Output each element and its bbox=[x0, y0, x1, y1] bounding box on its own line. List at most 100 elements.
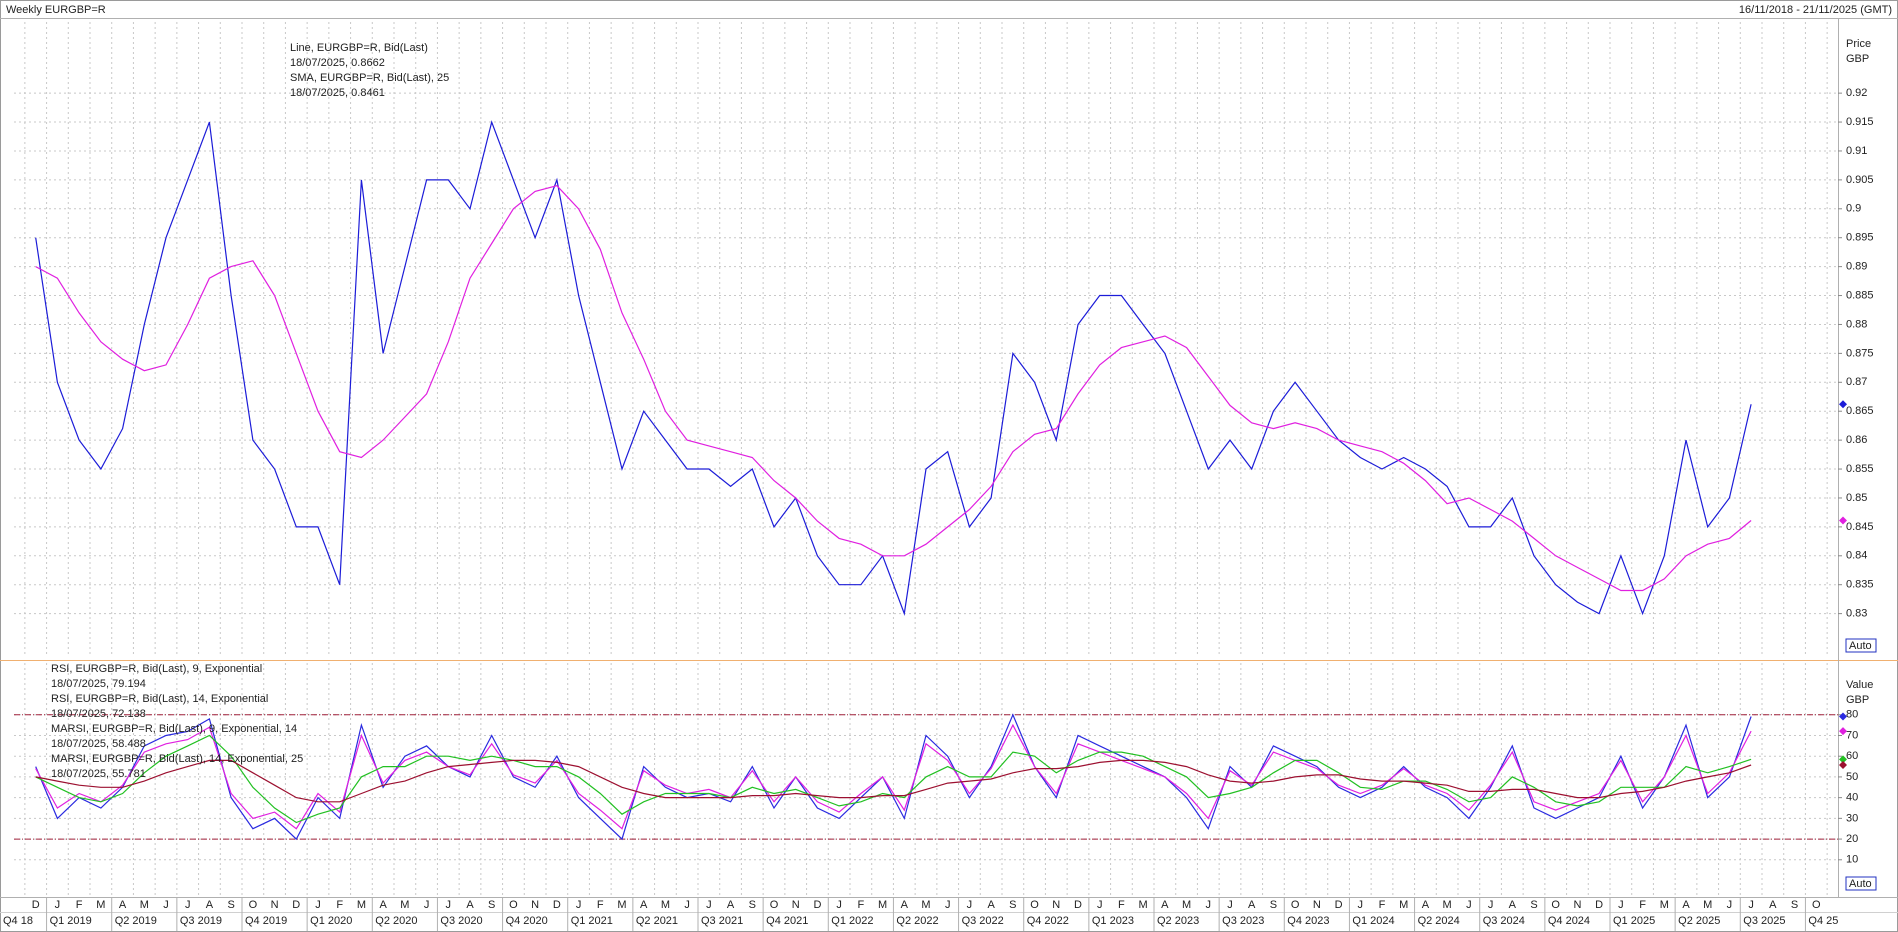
y-tick-label: 0.88 bbox=[1846, 318, 1867, 330]
y-tick-label: 0.84 bbox=[1846, 550, 1867, 562]
legend-name: MARSI, EURGBP=R, Bid(Last), 9, Exponenti… bbox=[51, 723, 297, 735]
x-tick-label: J bbox=[1618, 899, 1624, 911]
y-tick-label: 30 bbox=[1846, 812, 1858, 824]
x-tick-label: O bbox=[1551, 899, 1560, 911]
x-tick-label: J bbox=[576, 899, 582, 911]
x-tick-label: D bbox=[292, 899, 300, 911]
quarter-label: Q3 2019 bbox=[180, 915, 222, 927]
x-tick-label: O bbox=[249, 899, 258, 911]
x-tick-label: J bbox=[55, 899, 61, 911]
y-tick-label: 0.895 bbox=[1846, 232, 1874, 244]
x-tick-label: J bbox=[1748, 899, 1754, 911]
series-line bbox=[35, 185, 1752, 592]
x-tick-label: F bbox=[1118, 899, 1125, 911]
x-tick-label: N bbox=[531, 899, 539, 911]
x-tick-label: S bbox=[488, 899, 495, 911]
x-tick-label: A bbox=[1682, 899, 1690, 911]
quarter-label: Q1 2020 bbox=[310, 915, 352, 927]
x-tick-label: A bbox=[987, 899, 995, 911]
y-axis-label: Price bbox=[1846, 38, 1871, 50]
x-tick-label: O bbox=[770, 899, 779, 911]
x-tick-label: D bbox=[1335, 899, 1343, 911]
x-tick-label: M bbox=[661, 899, 670, 911]
x-tick-label: A bbox=[466, 899, 474, 911]
x-tick-label: D bbox=[553, 899, 561, 911]
x-tick-label: J bbox=[1466, 899, 1472, 911]
y-tick-label: 0.91 bbox=[1846, 145, 1867, 157]
x-tick-label: A bbox=[1769, 899, 1777, 911]
last-value-marker bbox=[1839, 400, 1847, 409]
last-value-marker bbox=[1839, 727, 1847, 736]
last-value-marker bbox=[1839, 760, 1847, 769]
quarter-label: Q4 25 bbox=[1808, 915, 1838, 927]
x-tick-label: M bbox=[617, 899, 626, 911]
x-tick-label: A bbox=[206, 899, 214, 911]
quarter-label: Q3 2024 bbox=[1483, 915, 1525, 927]
auto-button[interactable] bbox=[1845, 638, 1877, 653]
quarter-label: Q1 2019 bbox=[50, 915, 92, 927]
last-value-marker bbox=[1839, 755, 1847, 764]
x-tick-label: J bbox=[185, 899, 191, 911]
series-line bbox=[35, 120, 1752, 616]
legend-last: 18/07/2025, 0.8461 bbox=[290, 87, 385, 99]
x-tick-label: M bbox=[140, 899, 149, 911]
quarter-label: Q4 2020 bbox=[506, 915, 548, 927]
x-tick-label: D bbox=[32, 899, 40, 911]
x-tick-label: A bbox=[640, 899, 648, 911]
x-tick-label: M bbox=[921, 899, 930, 911]
x-tick-label: F bbox=[1379, 899, 1386, 911]
x-tick-label: J bbox=[1727, 899, 1733, 911]
quarter-label: Q3 2021 bbox=[701, 915, 743, 927]
quarter-label: Q1 2025 bbox=[1613, 915, 1655, 927]
quarter-label: Q2 2023 bbox=[1157, 915, 1199, 927]
x-tick-label: D bbox=[813, 899, 821, 911]
x-tick-label: J bbox=[1358, 899, 1364, 911]
x-tick-label: A bbox=[1248, 899, 1256, 911]
x-tick-label: A bbox=[727, 899, 735, 911]
x-tick-label: J bbox=[424, 899, 430, 911]
x-tick-label: J bbox=[1206, 899, 1212, 911]
x-tick-label: F bbox=[857, 899, 864, 911]
x-tick-label: N bbox=[792, 899, 800, 911]
y-tick-label: 80 bbox=[1846, 709, 1858, 721]
series-line bbox=[35, 759, 1752, 803]
x-tick-label: S bbox=[1270, 899, 1277, 911]
x-tick-label: M bbox=[400, 899, 409, 911]
x-tick-label: M bbox=[1139, 899, 1148, 911]
x-tick-label: F bbox=[1639, 899, 1646, 911]
x-tick-label: J bbox=[945, 899, 951, 911]
y-tick-label: 50 bbox=[1846, 771, 1858, 783]
x-tick-label: N bbox=[271, 899, 279, 911]
legend-name: SMA, EURGBP=R, Bid(Last), 25 bbox=[290, 72, 449, 84]
quarter-label: Q4 2021 bbox=[766, 915, 808, 927]
x-tick-label: J bbox=[706, 899, 712, 911]
x-tick-label: A bbox=[901, 899, 909, 911]
auto-button-label[interactable]: Auto bbox=[1849, 878, 1872, 890]
x-tick-label: F bbox=[597, 899, 604, 911]
x-tick-label: J bbox=[446, 899, 452, 911]
x-tick-label: J bbox=[684, 899, 690, 911]
y-tick-label: 0.9 bbox=[1846, 203, 1861, 215]
x-tick-label: J bbox=[967, 899, 973, 911]
quarter-label: Q4 2022 bbox=[1027, 915, 1069, 927]
x-tick-label: O bbox=[1291, 899, 1300, 911]
y-tick-label: 0.855 bbox=[1846, 463, 1874, 475]
header-range: 16/11/2018 - 21/11/2025 (GMT) bbox=[1739, 4, 1892, 16]
x-tick-label: N bbox=[1052, 899, 1060, 911]
header-title: Weekly EURGBP=R bbox=[6, 4, 106, 16]
quarter-label: Q4 2019 bbox=[245, 915, 287, 927]
x-tick-label: F bbox=[76, 899, 83, 911]
auto-button-label[interactable]: Auto bbox=[1849, 640, 1872, 652]
quarter-label: Q2 2024 bbox=[1418, 915, 1460, 927]
x-tick-label: J bbox=[163, 899, 169, 911]
y-axis-unit: GBP bbox=[1846, 53, 1869, 65]
quarter-label: Q4 18 bbox=[3, 915, 33, 927]
x-tick-label: J bbox=[1488, 899, 1494, 911]
x-tick-label: A bbox=[119, 899, 127, 911]
quarter-label: Q1 2024 bbox=[1352, 915, 1394, 927]
x-tick-label: J bbox=[315, 899, 321, 911]
y-tick-label: 70 bbox=[1846, 729, 1858, 741]
auto-button[interactable] bbox=[1845, 876, 1877, 891]
x-tick-label: S bbox=[227, 899, 234, 911]
